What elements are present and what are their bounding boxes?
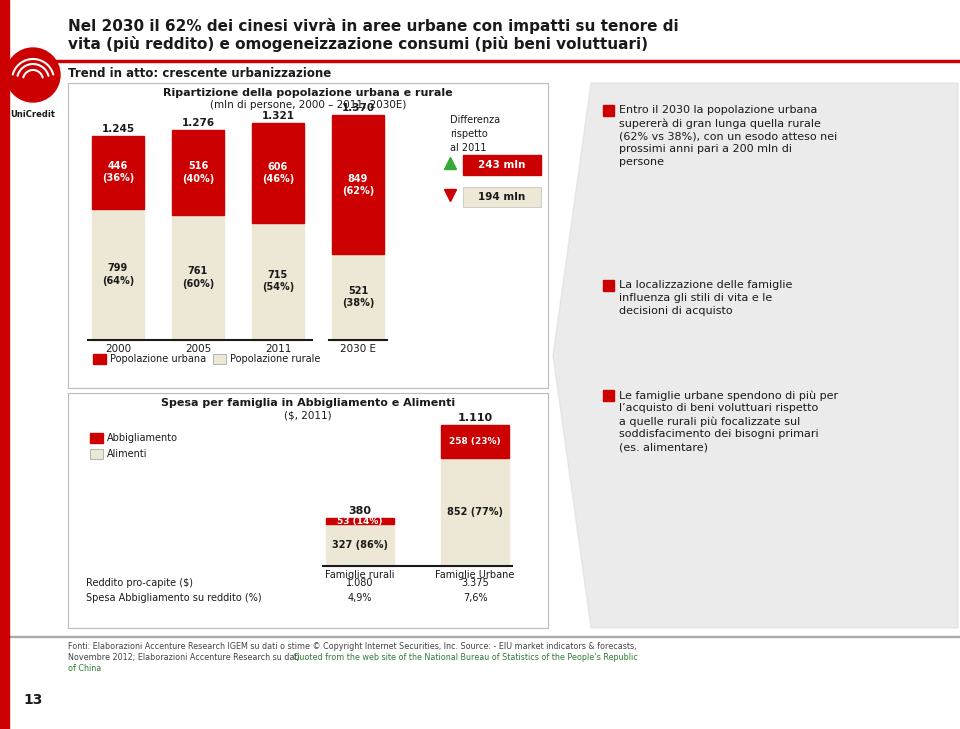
Bar [92, 208, 144, 340]
Text: 380: 380 [348, 506, 372, 515]
Text: Popolazione rurale: Popolazione rurale [230, 354, 321, 364]
Text: 2000: 2000 [105, 344, 132, 354]
Text: Reddito pro-capite ($): Reddito pro-capite ($) [86, 578, 193, 588]
Bar [172, 130, 224, 215]
Bar [441, 458, 509, 566]
Text: Fonti: Elaborazioni Accenture Research IGEM su dati o stime © Copyright Internet: Fonti: Elaborazioni Accenture Research I… [68, 642, 636, 651]
Text: UniCredit: UniCredit [11, 110, 56, 119]
Text: 2011: 2011 [265, 344, 291, 354]
Text: a quelle rurali più focalizzate sul: a quelle rurali più focalizzate sul [619, 416, 801, 426]
Text: 1.245: 1.245 [102, 123, 134, 133]
Text: Entro il 2030 la popolazione urbana: Entro il 2030 la popolazione urbana [619, 105, 817, 115]
Bar [463, 187, 541, 207]
Text: Famiglie rurali: Famiglie rurali [325, 570, 395, 580]
Text: supererà di gran lunga quella rurale: supererà di gran lunga quella rurale [619, 118, 821, 128]
Text: 3.375: 3.375 [461, 578, 489, 588]
Text: Nel 2030 il 62% dei cinesi vivrà in aree urbane con impatti su tenore di: Nel 2030 il 62% dei cinesi vivrà in aree… [68, 18, 679, 34]
Text: Spesa Abbigliamento su reddito (%): Spesa Abbigliamento su reddito (%) [86, 593, 262, 603]
Text: 2005: 2005 [185, 344, 211, 354]
Text: 1.321: 1.321 [261, 111, 295, 121]
Bar [68, 83, 548, 388]
Circle shape [6, 48, 60, 102]
Text: persone: persone [619, 157, 664, 167]
Text: Abbigliamento: Abbigliamento [107, 433, 178, 443]
Text: 606
(46%): 606 (46%) [262, 162, 294, 184]
Bar [90, 449, 103, 459]
Text: prossimi anni pari a 200 mln di: prossimi anni pari a 200 mln di [619, 144, 792, 154]
Text: 258 (23%): 258 (23%) [449, 437, 501, 446]
Text: Spesa per famiglia in Abbigliamento e Alimenti: Spesa per famiglia in Abbigliamento e Al… [161, 398, 455, 408]
Bar [326, 518, 394, 524]
Text: l’acquisto di beni voluttuari rispetto: l’acquisto di beni voluttuari rispetto [619, 403, 818, 413]
Text: 852 (77%): 852 (77%) [447, 507, 503, 517]
Text: 849
(62%): 849 (62%) [342, 174, 374, 196]
Text: 53 (14%): 53 (14%) [337, 517, 383, 526]
Text: Ripartizione della popolazione urbana e rurale: Ripartizione della popolazione urbana e … [163, 88, 453, 98]
Text: 521
(38%): 521 (38%) [342, 286, 374, 308]
Text: (62% vs 38%), con un esodo atteso nei: (62% vs 38%), con un esodo atteso nei [619, 131, 837, 141]
Text: Differenza
rispetto
al 2011: Differenza rispetto al 2011 [450, 115, 500, 153]
Bar [0, 0, 9, 729]
Text: 715
(54%): 715 (54%) [262, 270, 294, 292]
Text: Quoted from the web site of the National Bureau of Statistics of the People’s Re: Quoted from the web site of the National… [293, 653, 637, 662]
Bar [591, 83, 958, 628]
Bar [68, 393, 548, 628]
Bar [252, 123, 304, 222]
Text: 243 mln: 243 mln [478, 160, 526, 170]
Text: ($, 2011): ($, 2011) [284, 410, 332, 420]
Text: 7,6%: 7,6% [463, 593, 488, 603]
Bar [603, 390, 614, 401]
Polygon shape [553, 83, 958, 628]
Bar [92, 136, 144, 208]
Text: 1.110: 1.110 [457, 413, 492, 423]
Bar [332, 115, 384, 254]
Text: 2030 E: 2030 E [340, 344, 376, 354]
Text: Alimenti: Alimenti [107, 449, 148, 459]
Text: Le famiglie urbane spendono di più per: Le famiglie urbane spendono di più per [619, 390, 838, 400]
Text: La localizzazione delle famiglie: La localizzazione delle famiglie [619, 280, 792, 290]
Bar [603, 105, 614, 116]
Text: 761
(60%): 761 (60%) [181, 266, 214, 289]
Bar [213, 354, 226, 364]
Text: Novembre 2012; Elaborazioni Accenture Research su dati: Novembre 2012; Elaborazioni Accenture Re… [68, 653, 302, 662]
Bar [93, 354, 106, 364]
Text: vita (più reddito) e omogeneizzazione consumi (più beni voluttuari): vita (più reddito) e omogeneizzazione co… [68, 36, 648, 52]
Text: (mln di persone, 2000 – 2011, 2030E): (mln di persone, 2000 – 2011, 2030E) [210, 100, 406, 110]
Bar [9, 60, 960, 62]
Text: soddisfacimento dei bisogni primari: soddisfacimento dei bisogni primari [619, 429, 819, 439]
Bar [441, 425, 509, 458]
Text: 1.276: 1.276 [181, 118, 215, 128]
Bar [603, 280, 614, 291]
Text: of China: of China [68, 664, 101, 673]
Bar [90, 433, 103, 443]
Text: Popolazione urbana: Popolazione urbana [110, 354, 206, 364]
Text: 799
(64%): 799 (64%) [102, 263, 134, 286]
Bar [463, 155, 541, 175]
Text: Famiglie Urbane: Famiglie Urbane [435, 570, 515, 580]
Text: decisioni di acquisto: decisioni di acquisto [619, 306, 732, 316]
Text: 446
(36%): 446 (36%) [102, 161, 134, 184]
Text: 327 (86%): 327 (86%) [332, 540, 388, 550]
Text: 4,9%: 4,9% [348, 593, 372, 603]
Text: 194 mln: 194 mln [478, 192, 526, 202]
Bar [332, 254, 384, 340]
Text: 516
(40%): 516 (40%) [181, 161, 214, 184]
Bar [172, 215, 224, 340]
Bar [252, 222, 304, 340]
Text: Trend in atto: crescente urbanizzazione: Trend in atto: crescente urbanizzazione [68, 67, 331, 80]
Text: (es. alimentare): (es. alimentare) [619, 442, 708, 452]
Text: influenza gli stili di vita e le: influenza gli stili di vita e le [619, 293, 772, 303]
Bar [9, 636, 959, 637]
Text: 1.370: 1.370 [342, 103, 374, 113]
Bar [326, 524, 394, 566]
Text: 13: 13 [23, 693, 42, 707]
Text: 1.080: 1.080 [347, 578, 373, 588]
